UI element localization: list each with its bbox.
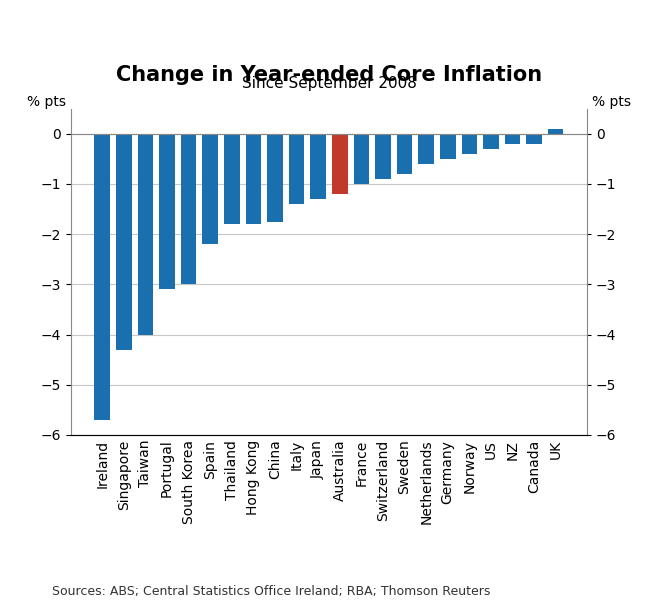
Bar xyxy=(375,134,391,179)
Bar xyxy=(203,134,218,244)
Bar xyxy=(289,134,304,204)
Text: % pts: % pts xyxy=(592,95,631,109)
Bar xyxy=(505,134,521,144)
Text: Since September 2008: Since September 2008 xyxy=(241,76,417,91)
Bar xyxy=(332,134,348,194)
Title: Change in Year-ended Core Inflation: Change in Year-ended Core Inflation xyxy=(116,65,542,85)
Bar xyxy=(267,134,283,222)
Bar xyxy=(181,134,196,284)
Bar xyxy=(419,134,434,164)
Bar xyxy=(246,134,261,224)
Bar xyxy=(310,134,326,199)
Bar xyxy=(224,134,239,224)
Bar xyxy=(483,134,499,149)
Bar xyxy=(159,134,175,289)
Text: % pts: % pts xyxy=(27,95,66,109)
Bar xyxy=(526,134,542,144)
Bar xyxy=(116,134,132,350)
Bar xyxy=(94,134,110,420)
Bar xyxy=(397,134,412,174)
Bar xyxy=(462,134,477,154)
Bar xyxy=(137,134,153,335)
Bar xyxy=(353,134,369,184)
Text: Sources: ABS; Central Statistics Office Ireland; RBA; Thomson Reuters: Sources: ABS; Central Statistics Office … xyxy=(52,585,490,598)
Bar xyxy=(548,129,564,134)
Bar xyxy=(440,134,455,159)
